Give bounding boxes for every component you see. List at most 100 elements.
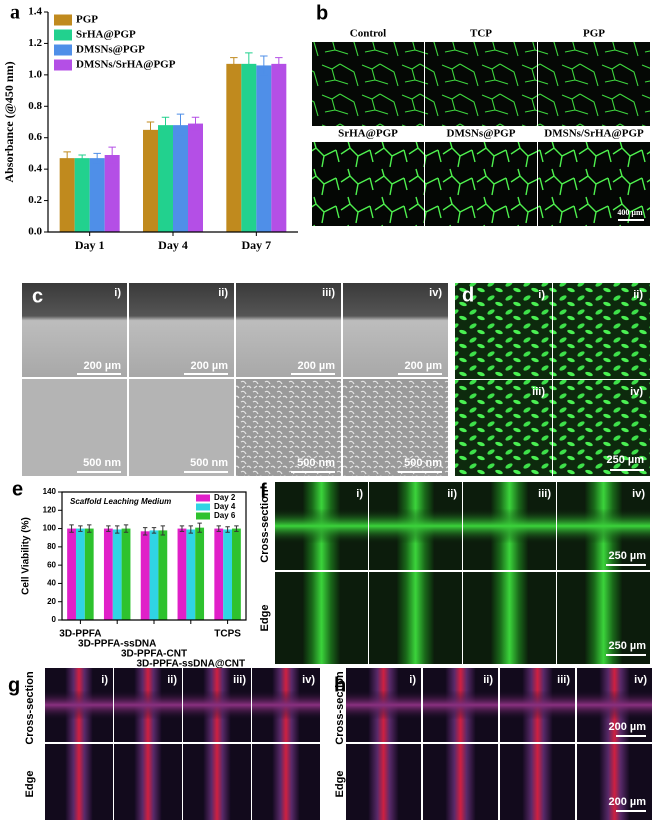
label: ii) [483,674,493,686]
error-bar [123,524,129,533]
x-tick-label: 3D-PPFA-ssDNA [78,639,156,650]
label: 200 µm [608,796,646,808]
micrograph [455,283,552,379]
x-tick-label: Day 7 [241,238,271,252]
bar [173,125,188,232]
label: 500 nm [404,457,442,469]
error-bar [230,57,238,71]
legend-swatch [54,14,72,26]
label: h [334,674,346,696]
micrograph [129,283,234,377]
micrograph [538,142,650,226]
axes [61,491,247,621]
error-bar [142,527,148,536]
y-tick-label: 0.6 [28,131,42,143]
label: i) [409,674,416,686]
micrograph [302,572,341,664]
bar [177,528,187,620]
label: iii) [532,386,545,398]
micrograph [252,690,320,720]
label: ii) [633,289,643,301]
axes [47,12,298,233]
micrograph [114,690,182,720]
x-tick-label: 3D-PPFA [59,629,101,640]
micrograph [346,690,421,720]
error-bar [161,116,170,134]
error-bar [245,52,253,76]
micrograph [343,379,448,476]
panel-letter: a [10,2,20,24]
legend-label: DMSNs@PGP [76,44,145,56]
bar [241,63,257,232]
y-tick-label: 40 [47,579,56,588]
bar [74,158,90,232]
label: Edge [259,605,271,632]
bar [112,529,122,620]
label: Cross-section [24,671,36,745]
bar [271,63,287,232]
bar [149,530,159,620]
legend-swatch [54,29,72,41]
micrograph [463,508,556,544]
label: 200 µm [190,360,228,372]
legend-label: SrHA@PGP [76,29,136,41]
micrograph [312,142,424,226]
y-axis-label: Cell Viability (%) [21,517,32,595]
label: 200 µm [297,360,335,372]
micrograph [445,744,476,820]
x-tick-label: Day 1 [75,238,105,252]
bar [75,528,85,620]
error-bar [87,524,92,533]
label: 400 µm [617,208,643,217]
bar [89,158,105,232]
x-tick-label: 3D-PPFA-CNT [121,649,187,660]
y-tick-label: 1.0 [28,68,42,80]
micrograph [343,283,448,377]
label: c [32,285,43,307]
label: i) [101,674,108,686]
legend-label: Day 6 [214,511,236,520]
micrograph [368,744,399,820]
label: iii) [557,674,570,686]
legend-swatch [196,512,210,520]
error-bar [191,116,200,131]
label: iii) [233,674,246,686]
bar [214,528,224,620]
y-tick-label: 1.4 [28,6,42,18]
error-bar [93,152,101,164]
error-bar [216,525,221,532]
label: DMSNs/SrHA@PGP [544,128,644,140]
micrograph [522,744,553,820]
label: DMSNs@PGP [447,128,516,140]
micrograph [134,744,162,820]
y-tick-label: 120 [43,505,57,514]
micrograph [236,379,341,476]
y-tick-label: 0.4 [28,163,42,175]
bar [59,158,75,232]
error-bar [151,527,157,534]
micrograph [599,744,630,820]
y-tick-label: 60 [47,560,56,569]
y-tick-label: 1.2 [28,37,42,49]
micrograph [396,572,435,664]
label: TCP [470,28,492,40]
x-tick-label: TCPS [214,629,241,640]
bar [158,530,168,620]
x-tick-label: Day 4 [158,238,188,252]
legend-swatch [54,59,72,71]
error-bar [179,525,185,532]
bar [226,63,242,232]
label: g [8,674,20,696]
label: d [462,284,474,306]
label: 250 µm [608,640,646,652]
micrograph [455,380,552,476]
micrograph [553,283,650,379]
legend-swatch [196,494,210,502]
error-bar [106,525,111,532]
label: 500 nm [83,457,121,469]
error-bar [176,113,185,137]
error-bar [146,121,155,139]
micrograph [65,744,93,820]
label: 500 nm [190,457,228,469]
bar [256,65,272,232]
